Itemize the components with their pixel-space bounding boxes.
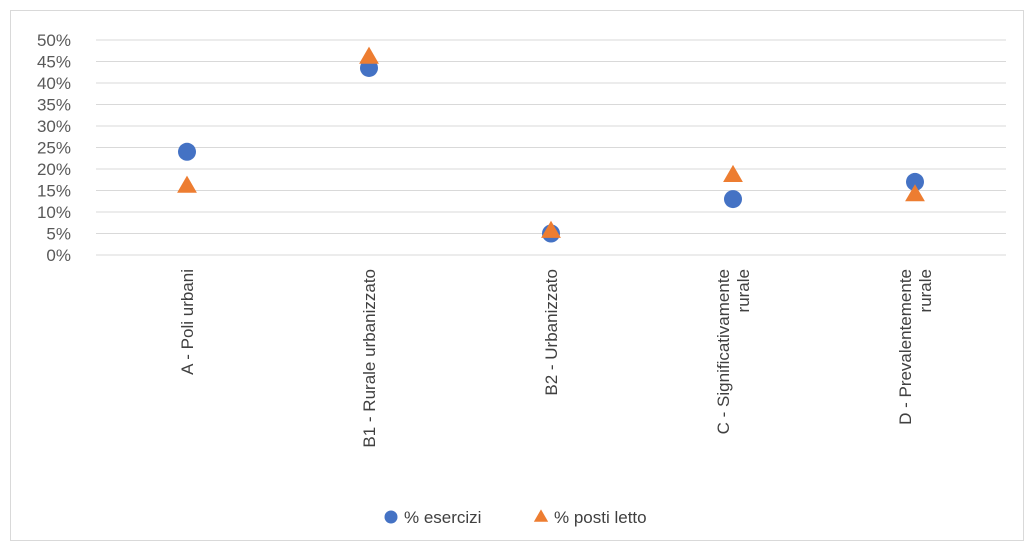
posti-letto-point <box>177 175 197 193</box>
y-tick-label: 5% <box>46 225 71 244</box>
x-category-label-line: rurale <box>916 269 935 312</box>
posti-letto-point <box>905 184 925 202</box>
x-category-label: B2 - Urbanizzato <box>542 269 561 396</box>
x-category-label: C - Significativamente rurale <box>714 269 753 434</box>
y-tick-label: 20% <box>37 160 71 179</box>
esercizi-point <box>178 142 196 161</box>
y-tick-label: 10% <box>37 203 71 222</box>
legend: % esercizi % posti letto <box>384 508 647 527</box>
posti-letto-point <box>359 46 379 64</box>
x-category-label-line: C - Significativamente <box>714 269 733 434</box>
gridlines <box>96 39 1006 256</box>
chart-frame: 0% 5% 10% 15% 20% 25% 30% 35% 40% 45% 50% A - Poli… <box>10 10 1024 541</box>
y-tick-label: 35% <box>37 96 71 115</box>
x-category-label: B1 - Rurale urbanizzato <box>360 269 379 448</box>
y-tick-label: 40% <box>37 74 71 93</box>
y-tick-label: 15% <box>37 182 71 201</box>
data-points <box>177 46 925 243</box>
esercizi-point <box>724 190 742 209</box>
legend-label: % esercizi <box>404 508 481 527</box>
posti-letto-point <box>723 164 743 182</box>
x-axis-categories: A - Poli urbani B1 - Rurale urbanizzato B2… <box>178 269 935 448</box>
x-category-label-line: D - Prevalentemente <box>896 269 915 425</box>
x-category-label-line: B1 - Rurale urbanizzato <box>360 269 379 448</box>
y-tick-label: 50% <box>37 31 71 50</box>
legend-triangle-icon <box>533 509 549 522</box>
x-category-label-line: B2 - Urbanizzato <box>542 269 561 396</box>
y-tick-label: 30% <box>37 117 71 136</box>
legend-label: % posti letto <box>554 508 647 527</box>
y-tick-label: 25% <box>37 139 71 158</box>
scatter-chart: 0% 5% 10% 15% 20% 25% 30% 35% 40% 45% 50% A - Poli… <box>37 31 1006 527</box>
legend-circle-icon <box>384 510 398 524</box>
x-category-label: D - Prevalentemente rurale <box>896 269 935 425</box>
x-category-label: A - Poli urbani <box>178 269 197 375</box>
x-category-label-line: rurale <box>734 269 753 312</box>
y-tick-label: 0% <box>46 246 71 265</box>
esercizi-point <box>906 172 924 191</box>
y-axis-ticks: 0% 5% 10% 15% 20% 25% 30% 35% 40% 45% 50% <box>37 31 71 265</box>
y-tick-label: 45% <box>37 53 71 72</box>
posti-letto-point <box>541 220 561 238</box>
x-category-label-line: A - Poli urbani <box>178 269 197 375</box>
